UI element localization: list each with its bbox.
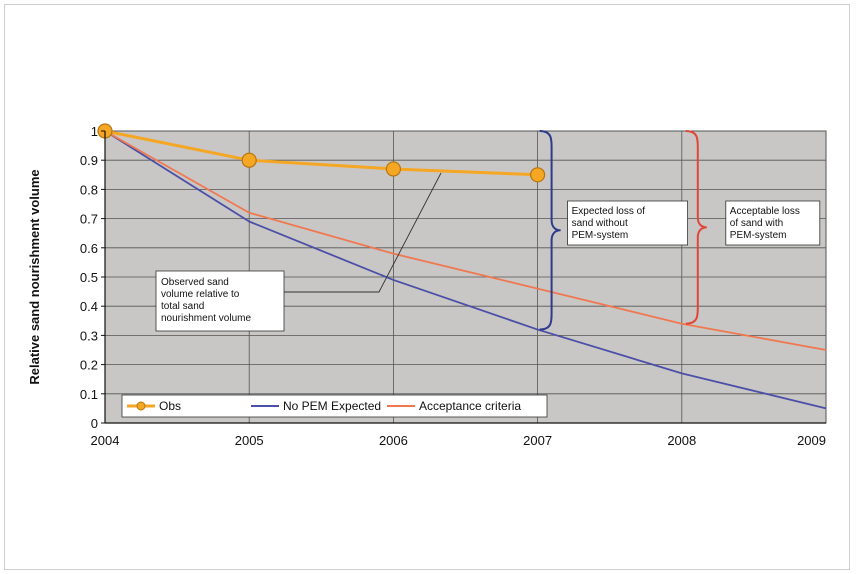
callout-text-observed: Observed sand (161, 277, 229, 288)
callout-box-observed (155, 270, 285, 332)
series-line-acceptance-criteria (104, 130, 827, 351)
legend-box (121, 394, 548, 418)
callout-leader-observed (284, 172, 442, 293)
brace-acceptable-loss (685, 130, 707, 325)
callout-box-acceptable (725, 200, 821, 246)
x-tick-label: 2009 (797, 433, 826, 448)
series-line-obs (104, 129, 538, 177)
y-tick-label: 0.8 (80, 182, 98, 197)
callout-text-observed: nourishment volume (161, 313, 251, 324)
y-axis-label: Relative sand nourishment volume (27, 169, 42, 384)
callout-text-acceptable: of sand with (730, 218, 783, 229)
series-layer (97, 123, 827, 410)
y-tick-label: 0.4 (80, 299, 98, 314)
callout-text-acceptable: PEM-system (730, 230, 787, 241)
y-tick-label: 0.6 (80, 241, 98, 256)
legend-marker-obs (136, 401, 146, 411)
x-tick-label: 2008 (667, 433, 696, 448)
callout-text-expected: Expected loss of (572, 206, 646, 217)
chart-svg: 0 0.1 0.2 0.3 0.4 0.5 0.6 0.7 0.8 0.9 1 2004 2005 200… (27, 123, 827, 448)
chart-frame: 0 0.1 0.2 0.3 0.4 0.5 0.6 0.7 0.8 0.9 1 2004 2005 200… (4, 4, 850, 570)
y-tick-label: 0.1 (80, 387, 98, 402)
y-tick-label: 0 (91, 416, 98, 431)
data-point-obs (385, 161, 401, 177)
x-tick-label: 2004 (91, 433, 120, 448)
series-line-no-pem-expected (104, 130, 827, 410)
y-tick-label: 0.2 (80, 358, 98, 373)
callout-text-expected: PEM-system (572, 230, 629, 241)
y-tick-label: 0.3 (80, 328, 98, 343)
axes: 0 0.1 0.2 0.3 0.4 0.5 0.6 0.7 0.8 0.9 1 2004 2005 200… (80, 124, 826, 448)
legend-label-obs: Obs (159, 399, 181, 413)
x-tick-label: 2007 (523, 433, 552, 448)
y-tick-label: 0.7 (80, 212, 98, 227)
brace-expected-loss (539, 130, 561, 331)
grid-lines (105, 130, 827, 423)
callout-text-acceptable: Acceptable loss (730, 206, 800, 217)
y-tick-label: 0.5 (80, 270, 98, 285)
y-tick-label: 1 (91, 124, 98, 139)
callout-text-expected: sand without (572, 218, 628, 229)
callout-text-observed: total sand (161, 301, 204, 312)
callout-text-observed: volume relative to (161, 289, 240, 300)
callout-box-expected (567, 200, 688, 246)
x-tick-label: 2006 (379, 433, 408, 448)
data-point-obs (529, 167, 546, 183)
legend-label-no-pem-expected: No PEM Expected (283, 399, 381, 413)
legend-label-acceptance-criteria: Acceptance criteria (419, 399, 521, 413)
x-tick-label: 2005 (235, 433, 264, 448)
data-point-obs (241, 152, 257, 168)
y-tick-label: 0.9 (80, 153, 98, 168)
legend: Obs No PEM Expected Acceptance criteria (121, 394, 548, 418)
